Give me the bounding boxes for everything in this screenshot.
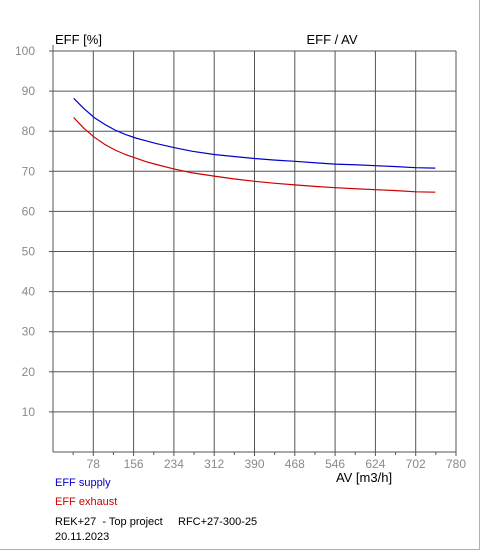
y-tick-label-60: 60 xyxy=(22,204,36,218)
x-tick-labels: 78 156 234 312 390 468 546 624 702 780 xyxy=(87,457,467,471)
y-tick-label-70: 70 xyxy=(22,164,36,178)
x-tick-label-312: 312 xyxy=(204,457,224,471)
y-tick-labels: 10 20 30 40 50 60 70 80 90 100 xyxy=(15,44,35,419)
axes xyxy=(49,45,457,456)
y-tick-label-40: 40 xyxy=(22,285,36,299)
y-tick-label-50: 50 xyxy=(22,245,36,259)
x-axis-label: AV [m3/h] xyxy=(336,470,392,485)
y-tick-label-100: 100 xyxy=(15,44,35,58)
x-tick-label-234: 234 xyxy=(164,457,184,471)
x-tick-label-78: 78 xyxy=(87,457,101,471)
legend-exhaust: EFF exhaust xyxy=(55,496,118,508)
x-tick-label-390: 390 xyxy=(244,457,264,471)
series-line-supply xyxy=(73,97,436,169)
y-tick-label-90: 90 xyxy=(22,84,36,98)
series-line-exhaust xyxy=(73,117,436,193)
y-tick-label-10: 10 xyxy=(22,405,36,419)
x-tick-label-468: 468 xyxy=(285,457,305,471)
y-tick-label-30: 30 xyxy=(22,325,36,339)
x-tick-label-546: 546 xyxy=(325,457,345,471)
x-tick-label-624: 624 xyxy=(365,457,385,471)
y-tick-label-80: 80 xyxy=(22,124,36,138)
chart-title: EFF / AV xyxy=(306,32,357,47)
y-tick-label-20: 20 xyxy=(22,365,36,379)
legend-supply: EFF supply xyxy=(55,477,111,489)
x-tick-label-702: 702 xyxy=(406,457,426,471)
series-lines xyxy=(73,97,436,193)
date-stamp: 20.11.2023 xyxy=(55,531,110,543)
y-axis-label: EFF [%] xyxy=(55,32,102,47)
x-tick-label-156: 156 xyxy=(124,457,144,471)
project-info: REK+27 - Top project RFC+27-300-25 xyxy=(55,516,258,528)
grid xyxy=(53,50,457,452)
x-tick-label-780: 780 xyxy=(446,457,466,471)
